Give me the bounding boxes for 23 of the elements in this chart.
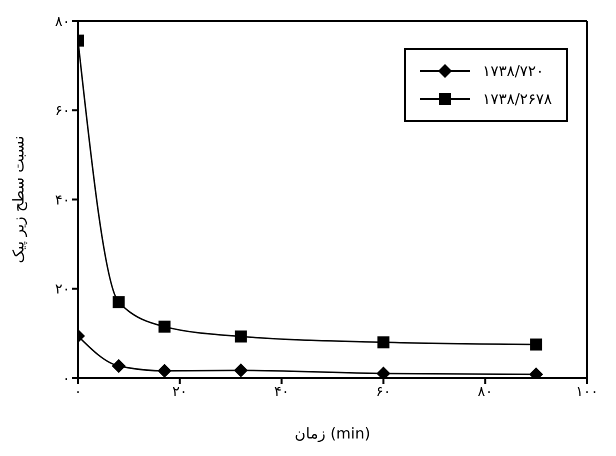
point <box>112 296 125 308</box>
point <box>234 330 247 342</box>
x-tick-label: ۲۰ <box>172 384 188 400</box>
y-tick-label: ۸۰ <box>54 14 70 30</box>
point <box>112 358 126 373</box>
x-tick-label: ۸۰ <box>478 384 493 400</box>
point <box>377 336 390 348</box>
legend-label: ۱۷۳۸/۷۲۰ <box>482 62 544 80</box>
y-tick-label: ۶۰ <box>54 103 70 120</box>
x-tick-label: ۶۰ <box>376 384 391 400</box>
point <box>530 338 542 351</box>
x-tick-label: ۴۰ <box>274 384 290 400</box>
x-tick-label: ۰ <box>74 384 82 400</box>
point <box>158 320 171 333</box>
point <box>158 364 172 378</box>
y-axis-title: نسبت سطح زیر پیک <box>9 136 28 264</box>
point <box>234 363 248 378</box>
y-tick-label: ۴۰ <box>54 192 70 208</box>
legend-label: ۱۷۳۸/۲۶۷۸ <box>482 90 552 108</box>
y-tick-label: ۲۰ <box>54 282 70 298</box>
y-tick-label: ۰ <box>62 370 70 387</box>
x-axis-title: زمان (min) <box>294 424 370 443</box>
x-tick-label: ۱۰۰ <box>576 384 598 400</box>
